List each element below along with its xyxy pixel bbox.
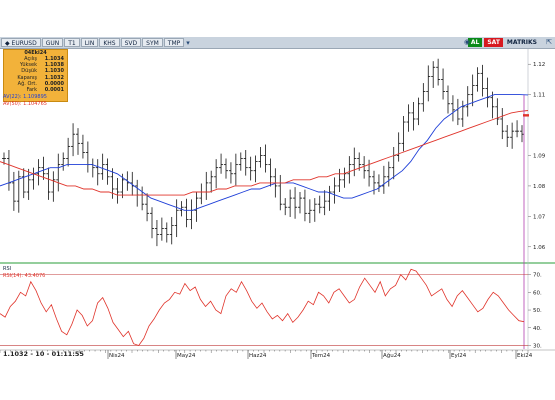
ma50-line — [0, 110, 529, 196]
settings-icon[interactable]: ◉ — [464, 38, 471, 46]
chart-type-tmp[interactable]: TMP — [163, 38, 185, 47]
info-label: Fark — [26, 87, 37, 94]
info-row-wavg: Ağ. Ort. 0.0000 — [4, 81, 67, 87]
price-tick-label: 1.06 — [533, 245, 546, 251]
ma22-line — [0, 94, 529, 211]
info-value: 1.1032 — [44, 74, 64, 81]
sell-button[interactable]: SAT — [484, 38, 503, 47]
month-label: Nis24 — [109, 353, 125, 359]
info-label: Ağ. Ort. — [17, 80, 37, 87]
info-date: 04Eki24 — [24, 50, 47, 56]
info-value: 1.1038 — [44, 62, 64, 69]
info-row-diff: Fark 0.0001 — [4, 87, 67, 93]
info-label: Düşük — [21, 68, 37, 75]
month-label: Eki24 — [517, 353, 533, 359]
rsi-tick-label: 50. — [533, 308, 542, 314]
price-tick-label: 1.11 — [533, 93, 545, 99]
brand-logo: MATRIKS — [506, 39, 537, 46]
price-chart[interactable]: 1.06 1.07 1.08 1.09 1.11 1.12 30. 40. 50. 60. 70. N… — [0, 37, 555, 362]
rsi-legend: RSI(14): 43.4076 — [3, 273, 45, 279]
month-label: Eyl24 — [451, 353, 467, 359]
info-value: 0.0000 — [44, 80, 64, 87]
info-label: Açılış — [24, 56, 37, 62]
symbol-label: EURUSD — [11, 40, 37, 47]
price-tick-label: 1.12 — [533, 62, 545, 68]
rsi-tick-label: 60. — [533, 290, 542, 296]
rsi-value: : 43.4076 — [21, 273, 46, 279]
info-value: 0.0001 — [44, 87, 64, 94]
period-button[interactable]: GUN — [41, 38, 64, 47]
ma50-value: : 1.104765 — [19, 101, 47, 107]
info-row-open: Açılış 1.1034 — [4, 56, 67, 62]
info-value: 1.1034 — [44, 56, 64, 62]
scale-button[interactable]: LIN — [80, 38, 99, 47]
chart-window: 1.06 1.07 1.08 1.09 1.11 1.12 30. 40. 50. 60. 70. N… — [0, 37, 555, 362]
dropdown-icon[interactable]: ▾ — [186, 38, 190, 47]
info-label: Yüksek — [19, 62, 37, 69]
rsi-tick-label: 70. — [533, 273, 542, 279]
month-label: May24 — [177, 353, 196, 359]
month-label: Ağu24 — [383, 352, 401, 359]
ohlc-info-box: 04Eki24 Açılış 1.1034 Yüksek 1.1038 Düşük 1… — [3, 49, 68, 102]
chart-toolbar: ◆ EURUSD GUN T1 LIN KHS SVD SYM TMP ▾ AL… — [0, 37, 555, 49]
rsi-name: RSI(14) — [3, 273, 22, 279]
symbol-selector[interactable]: ◆ EURUSD — [1, 38, 41, 47]
chart-type-svd[interactable]: SVD — [120, 38, 142, 47]
buy-button[interactable]: AL — [467, 38, 483, 47]
last-price-marker — [523, 114, 529, 117]
rsi-tick-label: 30. — [533, 343, 542, 349]
ma50-legend: AV(50): 1.104765 — [3, 101, 47, 107]
close-icon[interactable]: ⇱ — [546, 38, 552, 46]
rsi-tick-label: 40. — [533, 326, 542, 332]
price-tick-label: 1.09 — [533, 154, 546, 160]
chart-type-khs[interactable]: KHS — [99, 38, 120, 47]
rsi-panel-title: RSI — [3, 266, 12, 272]
ma22-legend: AV(22): 1.109895 — [3, 94, 47, 100]
info-row-close: Kapanış 1.1032 — [4, 75, 67, 81]
month-label: Haz24 — [249, 353, 267, 359]
status-readout: 1.1032 - 10 - 01:11:55 — [3, 350, 84, 358]
interval-button[interactable]: T1 — [64, 38, 80, 47]
price-tick-label: 1.07 — [533, 214, 546, 220]
price-tick-label: 1.08 — [533, 184, 546, 190]
ma22-value: : 1.109895 — [19, 94, 47, 100]
ma22-name: AV(22) — [3, 94, 20, 100]
month-label: Tem24 — [311, 353, 331, 359]
info-value: 1.1030 — [44, 68, 64, 75]
ma50-name: AV(50) — [3, 101, 20, 107]
info-row-low: Düşük 1.1030 — [4, 68, 67, 74]
chart-type-sym[interactable]: SYM — [142, 38, 163, 47]
info-label: Kapanış — [17, 74, 37, 81]
rsi-line — [0, 268, 525, 346]
info-row-high: Yüksek 1.1038 — [4, 62, 67, 68]
